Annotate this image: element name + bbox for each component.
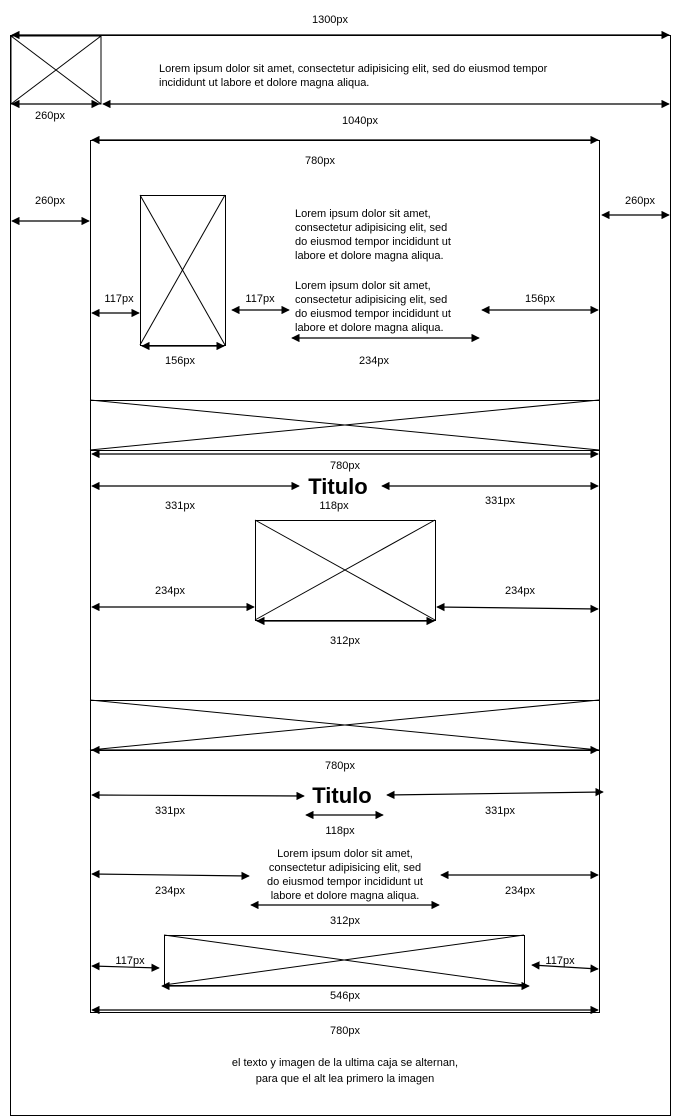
section1-text-line-5: Lorem ipsum dolor sit amet, (295, 280, 431, 292)
arrow-234-left-b (91, 869, 250, 881)
label-780-c: 780px (330, 1025, 360, 1037)
label-331-left-a: 331px (165, 500, 195, 512)
label-118-b: 118px (325, 825, 355, 837)
section4-text-line-3: do eiusmod tempor incididunt ut (267, 876, 423, 888)
label-117-gap: 117px (245, 293, 275, 305)
label-780-b: 780px (325, 760, 355, 772)
label-234-right-b: 234px (505, 885, 535, 897)
label-234-left-a: 234px (155, 585, 185, 597)
label-234-text: 234px (359, 355, 389, 367)
label-260-left: 260px (35, 195, 65, 207)
label-156-right: 156px (525, 293, 555, 305)
section4-text-line-2: consectetur adipisicing elit, sed (269, 862, 421, 874)
label-1040-header: 1040px (342, 115, 379, 127)
label-331-left-b: 331px (155, 805, 185, 817)
section1-text-line-1: Lorem ipsum dolor sit amet, (295, 208, 431, 220)
label-260-right: 260px (625, 195, 655, 207)
label-156-image: 156px (165, 355, 195, 367)
title-section-4: Titulo (312, 783, 371, 808)
section1-text-line-2: consectetur adipisicing elit, sed (295, 222, 447, 234)
label-780-a: 780px (330, 460, 360, 472)
arrow-117-left-b (91, 962, 160, 972)
section1-text-line-8: labore et dolore magna aliqua. (295, 322, 444, 334)
section1-text-line-3: do eiusmod tempor incididunt ut (295, 236, 451, 248)
arrow-331-right-b (386, 787, 604, 800)
label-118-a: 118px (319, 500, 349, 512)
label-117-left-b: 117px (115, 955, 145, 967)
label-1300: 1300px (312, 14, 349, 26)
label-117-left: 117px (104, 293, 134, 305)
label-234-right-a: 234px (505, 585, 535, 597)
label-312-image: 312px (330, 635, 360, 647)
label-331-right-b: 331px (485, 805, 515, 817)
page-frame (10, 35, 671, 1116)
section1-text-line-6: consectetur adipisicing elit, sed (295, 294, 447, 306)
section4-text-line-1: Lorem ipsum dolor sit amet, (277, 848, 413, 860)
arrow-234-right-a (436, 602, 599, 614)
label-234-left-b: 234px (155, 885, 185, 897)
footnote-line-2: para que el alt lea primero la imagen (256, 1073, 435, 1085)
label-312-text: 312px (330, 915, 360, 927)
section4-text-line-4: labore et dolore magna aliqua. (271, 890, 420, 902)
section1-text-line-7: do eiusmod tempor incididunt ut (295, 308, 451, 320)
label-260-logo: 260px (35, 110, 65, 122)
header-text-line-1: Lorem ipsum dolor sit amet, consectetur … (159, 63, 548, 75)
label-331-right-a: 331px (485, 495, 515, 507)
arrow-331-left-b (91, 790, 305, 801)
title-section-2: Titulo (308, 474, 367, 499)
label-546-image: 546px (330, 990, 360, 1002)
footnote-line-1: el texto y imagen de la ultima caja se a… (232, 1057, 458, 1069)
label-117-right-b: 117px (545, 955, 575, 967)
header-text-line-2: incididunt ut labore et dolore magna ali… (159, 77, 369, 89)
arrow-117-right-b (531, 961, 599, 973)
label-780-top: 780px (305, 155, 335, 167)
section1-text-line-4: labore et dolore magna aliqua. (295, 250, 444, 262)
